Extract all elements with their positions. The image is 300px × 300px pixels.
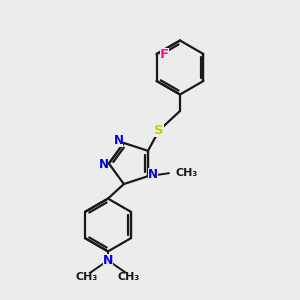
Text: N: N	[113, 134, 123, 147]
Text: CH₃: CH₃	[76, 272, 98, 283]
Text: N: N	[98, 158, 109, 172]
Text: F: F	[160, 47, 169, 61]
Text: N: N	[148, 168, 158, 181]
Text: S: S	[154, 124, 164, 137]
Text: CH₃: CH₃	[176, 168, 198, 178]
Text: CH₃: CH₃	[118, 272, 140, 283]
Text: N: N	[103, 254, 113, 267]
